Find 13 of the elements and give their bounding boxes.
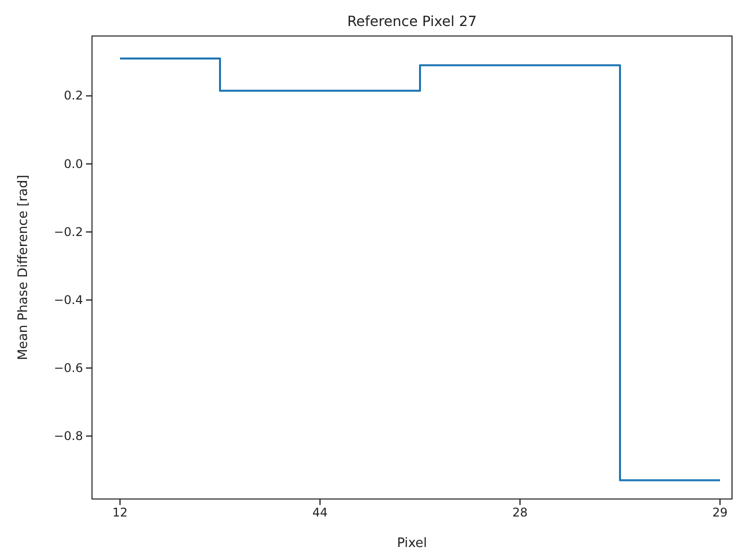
x-axis-title: Pixel [396, 536, 428, 550]
y-tick-label: −0.2 [54, 224, 83, 239]
x-tick-label: 28 [512, 506, 528, 520]
y-tick-label: −0.6 [54, 360, 83, 375]
y-tick-label: −0.8 [54, 428, 83, 443]
x-tick-label: 12 [112, 506, 128, 520]
y-tick-label: −0.4 [54, 292, 83, 307]
y-axis-title: Mean Phase Difference [rad] [16, 174, 31, 360]
chart-title: Reference Pixel 27 [347, 14, 477, 30]
x-tick-label: 29 [712, 506, 728, 520]
x-tick-label: 44 [312, 506, 328, 520]
y-tick-label: 0.2 [64, 88, 83, 103]
y-tick-label: 0.0 [64, 156, 83, 171]
